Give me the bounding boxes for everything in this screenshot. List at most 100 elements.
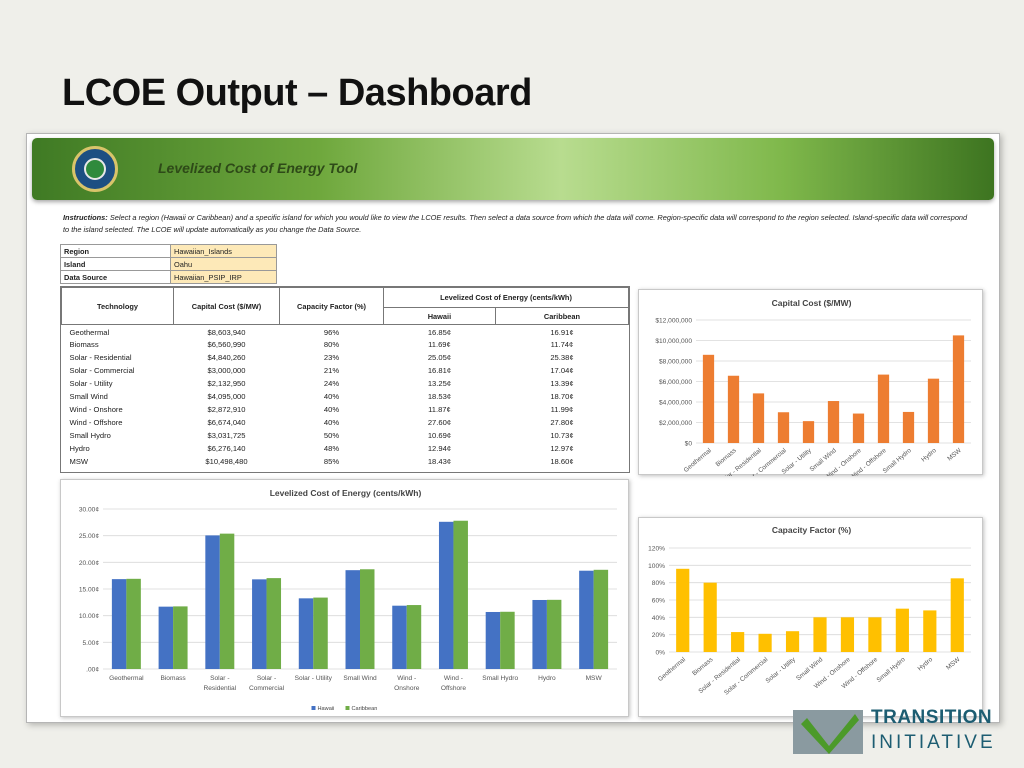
cell-hawaii: 16.85¢ xyxy=(427,328,452,338)
cell-hawaii: 18.53¢ xyxy=(427,391,452,401)
x-tick-label: Small Wind xyxy=(343,675,377,682)
x-tick-label: Solar -Commercial xyxy=(249,675,285,692)
y-tick-label: 30.00¢ xyxy=(79,507,100,514)
cell-hawaii: 25.05¢ xyxy=(427,352,452,362)
bar-hawaii xyxy=(158,606,174,669)
cell-tech: Geothermal xyxy=(69,328,110,338)
capital-cost-chart-panel: Capital Cost ($/MW) $0 $2,000,000 $4,000,00… xyxy=(638,289,983,488)
bar-value xyxy=(702,354,715,443)
x-tick-label: Solar - Utility xyxy=(295,675,333,682)
bar-value xyxy=(950,578,964,652)
cell-capital: $6,276,140 xyxy=(207,443,246,453)
col-technology: Technology xyxy=(61,287,174,325)
bar-caribbean xyxy=(453,520,468,669)
y-tick-label: 0% xyxy=(655,650,665,657)
bar-value xyxy=(802,421,815,443)
cell-hawaii: 11.87¢ xyxy=(428,404,451,414)
x-tick-label: Small Hydro xyxy=(482,675,518,682)
y-tick-label: 20.00¢ xyxy=(79,560,100,567)
x-tick-label: MSW xyxy=(945,656,962,672)
cell-hawaii: 11.69¢ xyxy=(428,339,451,349)
bar-caribbean xyxy=(126,578,141,669)
y-tick-label: 60% xyxy=(652,598,665,605)
table-row: Wind - Onshore $2,872,910 40% 11.87¢ 11.99¢ xyxy=(62,403,629,416)
bar-hawaii xyxy=(345,570,360,669)
data-source-label: Data Source xyxy=(60,270,171,284)
y-tick-label: $10,000,000 xyxy=(655,338,692,345)
bar-value xyxy=(752,393,765,443)
cell-cf: 50% xyxy=(323,430,340,440)
col-caribbean: Caribbean xyxy=(494,307,630,325)
instructions-text: Select a region (Hawaii or Caribbean) an… xyxy=(63,213,968,234)
cell-hawaii: 13.25¢ xyxy=(427,378,452,388)
bar-value xyxy=(927,378,940,443)
y-tick-label: $6,000,000 xyxy=(659,379,692,386)
cell-cf: 96% xyxy=(323,328,340,338)
x-tick-label: Hydro xyxy=(920,447,938,464)
capacity-factor-chart: Capacity Factor (%) 0% 20% 40% 60% 80% 100% 120… xyxy=(648,525,971,697)
y-tick-label: $2,000,000 xyxy=(659,420,692,427)
cell-capital: $6,560,990 xyxy=(207,339,246,349)
y-tick-label: $8,000,000 xyxy=(659,359,692,366)
cell-caribbean: 18.60¢ xyxy=(550,456,574,466)
bar-value xyxy=(785,631,800,652)
cell-cf: 24% xyxy=(323,378,340,388)
data-source-select[interactable]: Hawaiian_PSIP_IRP xyxy=(170,270,277,284)
island-select[interactable]: Oahu xyxy=(170,257,277,271)
chart-title: Capital Cost ($/MW) xyxy=(772,298,852,308)
cell-tech: Hydro xyxy=(69,443,90,453)
bar-hawaii xyxy=(532,599,547,669)
bar-caribbean xyxy=(360,569,375,669)
lcoe-results-table: Technology Capital Cost ($/MW) Capacity … xyxy=(60,286,630,473)
chart-title: Capacity Factor (%) xyxy=(772,525,852,535)
x-tick-label: Solar - Utility xyxy=(765,656,798,685)
capital-cost-chart: Capital Cost ($/MW) $0 $2,000,000 $4,000,00… xyxy=(655,298,971,488)
bar-value xyxy=(895,608,909,652)
col-capacity-factor: Capacity Factor (%) xyxy=(279,287,384,325)
cell-tech: Solar - Commercial xyxy=(69,365,135,375)
col-hawaii: Hawaii xyxy=(383,307,496,325)
instructions: Instructions: Select a region (Hawaii or… xyxy=(63,212,975,236)
capacity-factor-chart-panel: Capacity Factor (%) 0% 20% 40% 60% 80% 100% 120… xyxy=(638,517,983,717)
bar-value xyxy=(902,411,915,443)
cell-tech: Biomass xyxy=(69,339,99,349)
chart-title: Levelized Cost of Energy (cents/kWh) xyxy=(270,488,422,498)
bar-value xyxy=(703,582,717,652)
table-row: Wind - Offshore $6,674,040 40% 27.60¢ 27.80¢ xyxy=(62,416,629,429)
cell-hawaii: 12.94¢ xyxy=(427,443,452,453)
legend-swatch xyxy=(311,706,316,710)
legend-label: Caribbean xyxy=(352,706,378,712)
cell-cf: 48% xyxy=(323,443,340,453)
col-capital-cost: Capital Cost ($/MW) xyxy=(173,287,280,325)
cell-capital: $6,674,040 xyxy=(207,417,246,427)
bar-value xyxy=(777,412,790,443)
logo-text-line2: INITIATIVE xyxy=(871,732,996,753)
table-row: Biomass $6,560,990 80% 11.69¢ 11.74¢ xyxy=(62,338,629,351)
x-tick-label: Biomass xyxy=(715,447,738,468)
bar-value xyxy=(952,335,965,443)
cell-caribbean: 13.39¢ xyxy=(550,378,574,388)
x-tick-label: Hydro xyxy=(917,656,935,673)
bar-hawaii xyxy=(111,579,127,669)
cell-capital: $2,872,910 xyxy=(207,404,246,414)
x-tick-label: Small Hydro xyxy=(875,656,907,684)
doe-seal-icon xyxy=(72,146,118,192)
cell-tech: Solar - Utility xyxy=(69,378,113,388)
slide-title: LCOE Output – Dashboard xyxy=(62,72,532,114)
y-tick-label: 40% xyxy=(652,615,665,622)
y-tick-label: 120% xyxy=(648,546,665,553)
cell-hawaii: 27.60¢ xyxy=(427,417,452,427)
cell-capital: $8,603,940 xyxy=(207,328,246,338)
bar-value xyxy=(727,375,740,443)
lcoe-chart-panel: Levelized Cost of Energy (cents/kWh) .00¢… xyxy=(60,479,629,717)
cell-caribbean: 11.74¢ xyxy=(550,339,574,349)
region-select[interactable]: Hawaiian_Islands xyxy=(170,244,277,258)
bar-value xyxy=(868,617,882,652)
island-label: Island xyxy=(60,257,171,271)
cell-caribbean: 18.70¢ xyxy=(550,391,574,401)
cell-caribbean: 16.91¢ xyxy=(550,328,574,338)
cell-cf: 40% xyxy=(323,391,340,401)
x-tick-label: MSW xyxy=(946,447,963,463)
bar-value xyxy=(840,617,855,652)
bar-caribbean xyxy=(500,611,515,669)
